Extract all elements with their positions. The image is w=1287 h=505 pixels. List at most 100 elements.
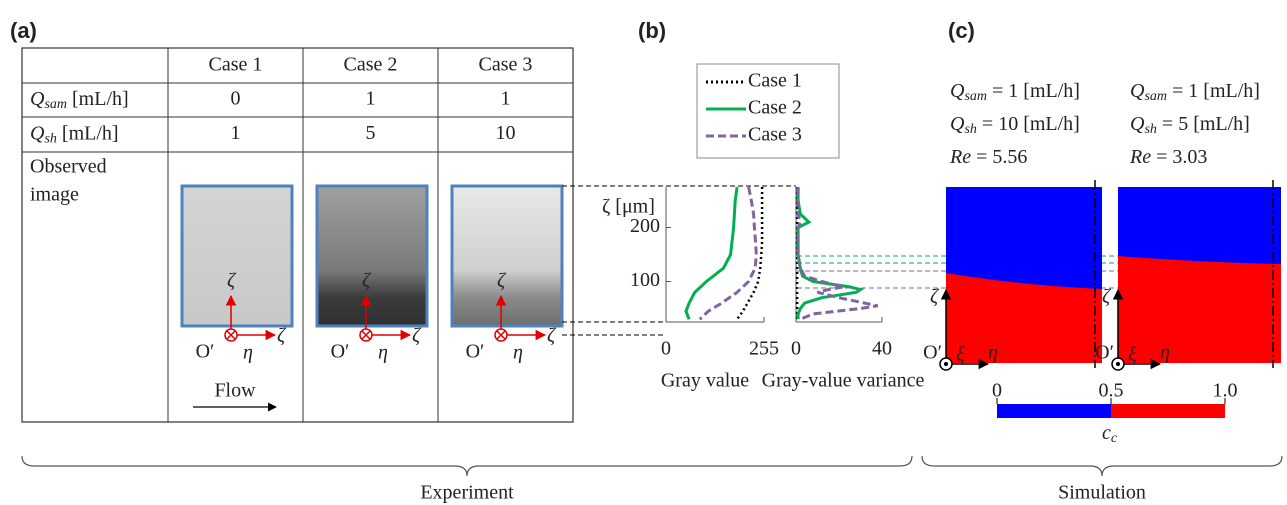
table-frame xyxy=(21,47,574,423)
simulation-parameter: Qsh = 10 [mL/h] xyxy=(950,113,1080,138)
flow-label: Flow xyxy=(214,380,256,402)
axis-label: η xyxy=(513,342,523,364)
axis-label: ζ xyxy=(362,270,372,292)
profile-line xyxy=(796,187,865,320)
column-header: Case 1 xyxy=(209,54,263,76)
text-part: = xyxy=(982,113,993,135)
brace xyxy=(21,455,913,477)
text-part: Q xyxy=(1130,80,1145,102)
text-part: 3.03 xyxy=(1172,146,1207,168)
x-axis-label: Gray-value variance xyxy=(762,370,925,392)
text-part: Q xyxy=(30,122,45,144)
text-part: 5 xyxy=(1178,113,1188,135)
text-part: Q xyxy=(30,88,45,110)
simulation-parameter: Qsam = 1 [mL/h] xyxy=(950,80,1080,105)
colorbar-tick-label: 0 xyxy=(992,380,1002,402)
simulation-parameter: Qsh = 5 [mL/h] xyxy=(1130,113,1250,138)
text-part: c xyxy=(1102,422,1111,444)
text-part: Re xyxy=(949,146,971,168)
text-part: Q xyxy=(950,80,965,102)
profile-line xyxy=(698,186,758,321)
axis-origin-cross xyxy=(226,330,236,340)
axis-label: ζ xyxy=(497,270,507,292)
text-part: 1 xyxy=(1008,80,1018,102)
text-part: sh xyxy=(44,132,56,147)
axis-label: ζ xyxy=(1102,286,1112,308)
simulation-red xyxy=(946,273,1102,363)
legend-box xyxy=(696,63,840,159)
axis-origin-cross xyxy=(496,330,506,340)
colorbar-label: cc xyxy=(1102,422,1118,447)
text-part: sh xyxy=(964,122,976,137)
axis-label: O′ xyxy=(196,341,215,363)
y-tick-label: 200 xyxy=(630,215,660,237)
text-part: sam xyxy=(964,89,987,104)
x-tick-label: 0 xyxy=(661,338,671,360)
table-cell: 1 xyxy=(366,88,376,110)
brace xyxy=(921,455,1283,477)
colorbar-red xyxy=(1111,404,1225,418)
text-part: [mL/h] xyxy=(1203,80,1260,102)
profile-line xyxy=(684,186,739,320)
x-axis-label: Gray value xyxy=(661,370,749,392)
simulation-parameter: Qsam = 1 [mL/h] xyxy=(1130,80,1260,105)
axis-label: ξ xyxy=(1128,344,1137,366)
axis-label: ζ xyxy=(930,286,940,308)
text-part: c xyxy=(1111,431,1118,446)
axis-label: η xyxy=(243,342,253,364)
legend-label: Case 3 xyxy=(748,124,802,146)
axis-origin-cross xyxy=(361,330,371,340)
text-part: Re xyxy=(1129,146,1151,168)
text-part: = xyxy=(1156,146,1167,168)
text-part: 1 xyxy=(1188,80,1198,102)
text-part: [mL/h] xyxy=(1023,113,1080,135)
table-cell: 0 xyxy=(231,88,241,110)
axis-label: O′ xyxy=(1095,342,1114,364)
legend-label: Case 2 xyxy=(748,97,802,119)
profile-line xyxy=(796,187,879,321)
axis-label: ζ xyxy=(277,325,287,347)
group-label: Simulation xyxy=(1058,482,1146,504)
axis-label: O′ xyxy=(466,341,485,363)
group-label: Experiment xyxy=(420,482,514,504)
axis-label: η xyxy=(378,342,388,364)
axis-label: ζ xyxy=(412,325,422,347)
x-tick-label: 0 xyxy=(791,338,801,360)
panel-label: (b) xyxy=(638,18,666,43)
panel-label: (c) xyxy=(948,18,975,43)
axis-label: ζ xyxy=(227,270,237,292)
axis-label: ξ xyxy=(956,344,965,366)
profile-line xyxy=(736,187,764,321)
text-part: 10 xyxy=(998,113,1018,135)
simulation-red xyxy=(1118,256,1281,363)
table-cell: 10 xyxy=(496,122,516,144)
axis-label: ζ xyxy=(547,325,557,347)
table-cell: 1 xyxy=(231,122,241,144)
column-header: Case 3 xyxy=(479,54,533,76)
row-label: Qsh [mL/h] xyxy=(30,122,119,147)
x-tick-label: 255 xyxy=(749,338,779,360)
text-part: 5.56 xyxy=(992,146,1027,168)
row-label: Observed xyxy=(30,156,107,178)
legend-label: Case 1 xyxy=(748,70,802,92)
axis-label: O′ xyxy=(331,341,350,363)
axis-label: η xyxy=(988,342,998,364)
panel-label: (a) xyxy=(10,18,37,43)
observed-image xyxy=(450,184,564,328)
y-axis-label: ζ [μm] xyxy=(602,196,655,218)
text-part: Q xyxy=(950,113,965,135)
text-part: sam xyxy=(44,97,67,112)
simulation-parameter: Re = 3.03 xyxy=(1129,146,1207,168)
text-part: = xyxy=(1162,113,1173,135)
colorbar-tick-label: 0.5 xyxy=(1099,380,1124,402)
simulation-parameter: Re = 5.56 xyxy=(949,146,1027,168)
axis-origin-dot xyxy=(944,362,948,366)
observed-image xyxy=(315,184,429,328)
text-part: Q xyxy=(1130,113,1145,135)
axis-origin-dot xyxy=(1116,362,1120,366)
text-part: = xyxy=(992,80,1003,102)
text-part: sh xyxy=(1144,122,1156,137)
table-cell: 1 xyxy=(501,88,511,110)
x-tick-label: 40 xyxy=(872,338,892,360)
